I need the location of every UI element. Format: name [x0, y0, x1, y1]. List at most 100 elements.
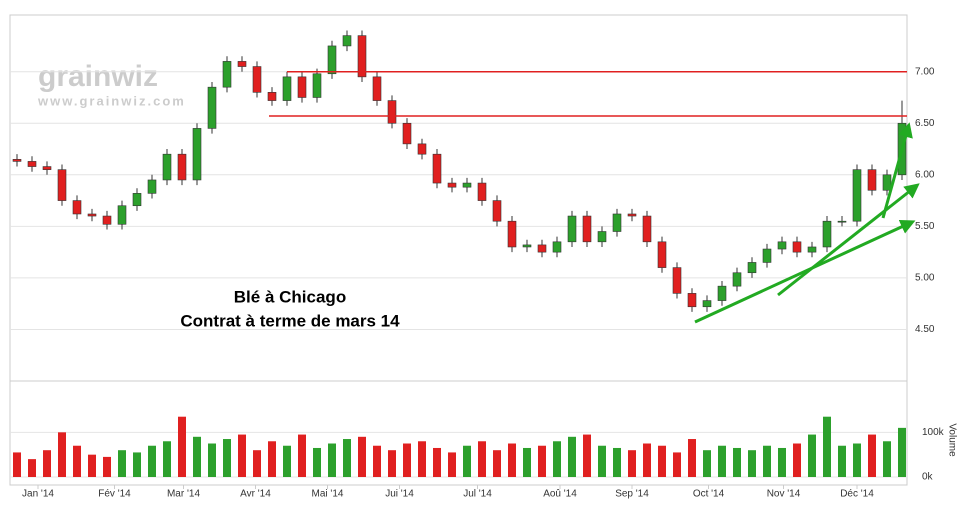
candle-body	[447, 182, 457, 188]
y-tick-label: 4.50	[915, 324, 935, 335]
volume-bar	[733, 447, 741, 477]
volume-bar	[28, 459, 36, 477]
candle-body	[612, 213, 622, 232]
candle-body	[102, 215, 112, 225]
volume-bar	[238, 434, 246, 477]
volume-bar	[58, 432, 66, 477]
volume-bar	[838, 445, 846, 477]
volume-bar	[883, 441, 891, 477]
candle-body	[147, 179, 157, 194]
candle-body	[312, 73, 322, 98]
volume-bar	[553, 441, 561, 477]
candle-body	[342, 35, 352, 47]
candle-body	[162, 153, 172, 181]
volume-bar	[343, 439, 351, 477]
candle-body	[567, 215, 577, 243]
volume-bar	[193, 436, 201, 477]
volume-bar	[658, 445, 666, 477]
candle-body	[642, 215, 652, 243]
candle-body	[792, 241, 802, 253]
plot-frame	[9, 14, 908, 486]
volume-bar	[253, 450, 261, 477]
candle-body	[402, 122, 412, 145]
candle-body	[462, 182, 472, 188]
candle-body	[627, 213, 637, 217]
trend-arrow	[881, 122, 913, 219]
candle-body	[252, 66, 262, 93]
volume-bar	[163, 441, 171, 477]
volume-bar	[523, 447, 531, 477]
volume-bar	[358, 436, 366, 477]
x-tick-label: Jul '14	[463, 489, 492, 500]
candle-body	[732, 272, 742, 287]
candle-body	[327, 45, 337, 75]
volume-bar	[313, 447, 321, 477]
candle-body	[762, 248, 772, 263]
volume-bar	[373, 445, 381, 477]
x-tick-label: Aoû '14	[543, 489, 577, 500]
candle-body	[237, 61, 247, 67]
candle-body	[267, 92, 277, 101]
candle-body	[552, 241, 562, 253]
volume-tick-label: 0k	[922, 472, 934, 483]
candle-body	[687, 293, 697, 308]
y-tick-label: 6.50	[915, 118, 935, 129]
volume-bar	[613, 447, 621, 477]
x-tick-label: Déc '14	[840, 489, 874, 500]
candle-body	[507, 220, 517, 248]
volume-tick-label: 100k	[922, 427, 945, 438]
volume-bar	[628, 450, 636, 477]
candle-body	[387, 100, 397, 124]
candle-body	[192, 128, 202, 181]
y-tick-label: 6.00	[915, 169, 935, 180]
trend-arrow	[694, 219, 916, 324]
candle-body	[207, 86, 217, 129]
volume-bar	[223, 439, 231, 477]
volume-bar	[868, 434, 876, 477]
candle-body	[522, 244, 532, 248]
volume-bar	[853, 443, 861, 477]
candle-body	[882, 174, 892, 191]
volume-bar	[748, 450, 756, 477]
volume-bar	[403, 443, 411, 477]
candle-body	[42, 166, 52, 170]
trend-arrow	[777, 183, 920, 297]
x-tick-label: Oct '14	[693, 489, 725, 500]
volume-bar	[43, 450, 51, 477]
candle-body	[537, 244, 547, 253]
candle-body	[117, 205, 127, 225]
volume-bar	[298, 434, 306, 477]
candle-body	[657, 241, 667, 268]
volume-bar	[508, 443, 516, 477]
volume-bar	[808, 434, 816, 477]
candle-body	[672, 267, 682, 294]
candle-body	[222, 61, 232, 88]
volume-bar	[13, 452, 21, 477]
x-tick-label: Avr '14	[240, 489, 271, 500]
y-tick-label: 5.50	[915, 221, 935, 232]
x-tick-label: Sep '14	[615, 489, 649, 500]
x-tick-label: Mar '14	[167, 489, 200, 500]
volume-bar	[688, 439, 696, 477]
candle-body	[867, 169, 877, 191]
candle-body	[72, 200, 82, 215]
volume-bar	[673, 452, 681, 477]
volume-bar	[103, 456, 111, 477]
candle-body	[702, 300, 712, 308]
watermark: grainwiz	[38, 60, 158, 93]
candle-body	[177, 153, 187, 181]
volume-bar	[88, 454, 96, 477]
candle-body	[477, 182, 487, 201]
y-tick-label: 7.00	[915, 66, 935, 77]
volume-bar	[118, 450, 126, 477]
candle-body	[417, 143, 427, 155]
volume-bar	[538, 445, 546, 477]
volume-bar	[793, 443, 801, 477]
annotation: Blé à Chicago	[234, 287, 346, 306]
volume-bar	[778, 447, 786, 477]
volume-bar	[148, 445, 156, 477]
volume-bar	[133, 452, 141, 477]
candle-body	[27, 161, 37, 167]
volume-bar	[328, 443, 336, 477]
volume-bar	[718, 445, 726, 477]
